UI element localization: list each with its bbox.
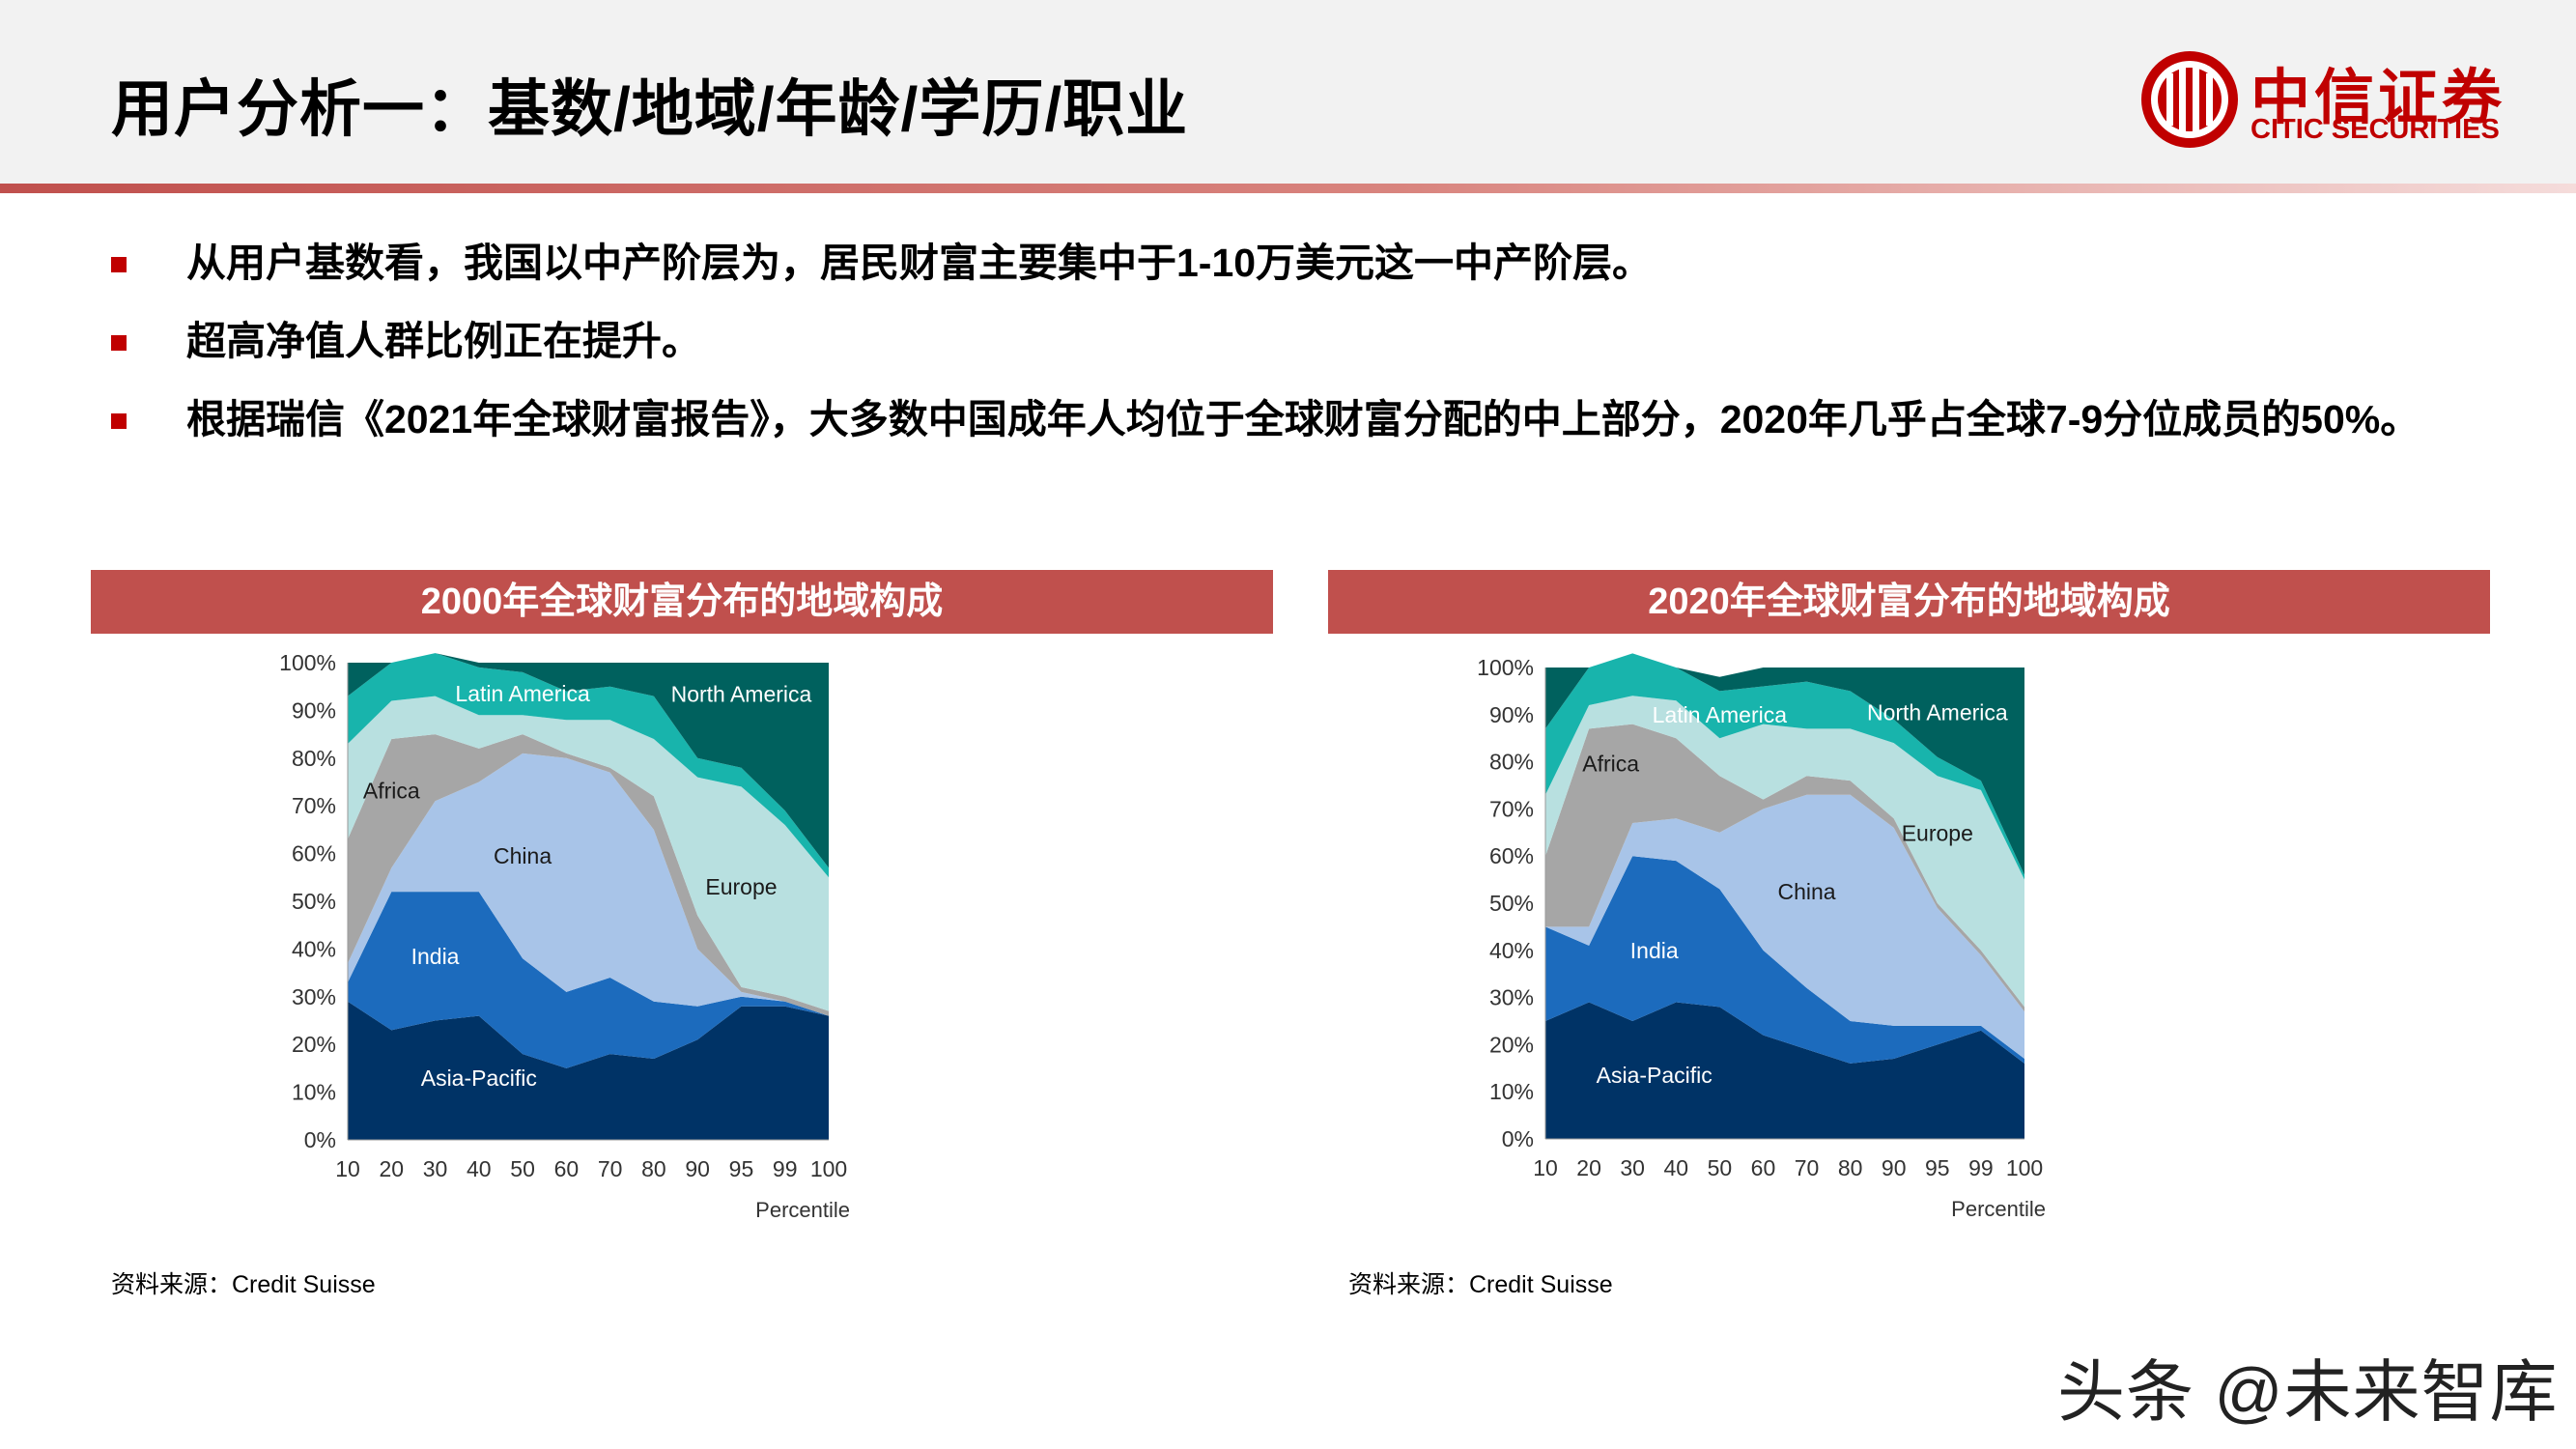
x-tick-label: 40	[467, 1156, 492, 1181]
x-axis-title: Percentile	[1951, 1197, 2046, 1221]
y-tick-label: 40%	[1489, 938, 1534, 963]
y-tick-label: 70%	[1489, 796, 1534, 821]
x-tick-label: 100	[810, 1156, 847, 1181]
y-tick-label: 0%	[1502, 1126, 1534, 1151]
area-asia-pacific	[1545, 1002, 2024, 1139]
header-divider	[0, 184, 2576, 193]
citic-logo-icon	[2141, 51, 2238, 148]
page-title: 用户分析一：基数/地域/年龄/学历/职业	[111, 74, 1189, 144]
x-tick-label: 60	[554, 1156, 580, 1181]
y-tick-label: 10%	[1489, 1079, 1534, 1104]
bullet-item: 根据瑞信《2021年全球财富报告》，大多数中国成年人均位于全球财富分配的中上部分…	[111, 393, 2497, 445]
x-tick-label: 70	[598, 1156, 623, 1181]
y-tick-label: 100%	[279, 650, 336, 675]
area-north-america	[1545, 653, 2024, 875]
x-tick-label: 99	[1968, 1155, 1994, 1180]
x-tick-label: 50	[1708, 1155, 1733, 1180]
x-tick-label: 100	[2006, 1155, 2043, 1180]
x-tick-label: 90	[1882, 1155, 1907, 1180]
y-tick-label: 60%	[1489, 843, 1534, 868]
x-tick-label: 99	[773, 1156, 798, 1181]
y-tick-label: 100%	[1477, 655, 1534, 680]
series-label-africa: Africa	[363, 778, 420, 803]
y-tick-label: 90%	[1489, 702, 1534, 727]
y-tick-label: 10%	[292, 1080, 336, 1105]
bullet-text: 超高净值人群比例正在提升。	[186, 319, 701, 363]
y-tick-label: 50%	[1489, 891, 1534, 916]
bullet-list: 从用户基数看，我国以中产阶层为，居民财富主要集中于1-10万美元这一中产阶层。 …	[111, 237, 2497, 471]
y-tick-label: 30%	[292, 984, 336, 1009]
series-label-latin-america: Latin America	[455, 681, 590, 706]
x-tick-label: 95	[1925, 1155, 1950, 1180]
bullet-item: 从用户基数看，我国以中产阶层为，居民财富主要集中于1-10万美元这一中产阶层。	[111, 237, 2497, 289]
series-label-latin-america: Latin America	[1653, 702, 1788, 727]
y-tick-label: 20%	[1489, 1032, 1534, 1057]
area-india	[1545, 856, 2024, 1064]
series-label-asia-pacific: Asia-Pacific	[1597, 1063, 1713, 1088]
area-china	[1545, 794, 2024, 1059]
area-north-america	[348, 653, 829, 868]
x-tick-label: 30	[423, 1156, 448, 1181]
y-tick-label: 70%	[292, 793, 336, 818]
x-tick-label: 10	[1533, 1155, 1558, 1180]
series-label-china: China	[1777, 879, 1835, 904]
x-tick-label: 70	[1795, 1155, 1820, 1180]
x-axis-title: Percentile	[755, 1198, 850, 1222]
x-tick-label: 60	[1751, 1155, 1776, 1180]
x-tick-label: 80	[1838, 1155, 1863, 1180]
y-tick-label: 50%	[292, 889, 336, 914]
y-tick-label: 0%	[304, 1127, 336, 1152]
series-label-africa: Africa	[1582, 751, 1639, 776]
x-tick-label: 50	[510, 1156, 535, 1181]
x-tick-label: 20	[1576, 1155, 1601, 1180]
area-asia-pacific	[348, 1001, 829, 1140]
chart-2000-title: 2000年全球财富分布的地域构成	[91, 570, 1273, 634]
y-tick-label: 80%	[1489, 750, 1534, 775]
area-latin-america	[348, 653, 829, 878]
logo-name: 中信证券	[2250, 65, 2506, 131]
watermark: 头条 @未来智库	[2057, 1354, 2559, 1430]
area-india	[348, 892, 829, 1068]
x-tick-label: 40	[1663, 1155, 1688, 1180]
area-africa	[348, 734, 829, 1016]
y-tick-label: 30%	[1489, 985, 1534, 1010]
x-tick-label: 30	[1620, 1155, 1645, 1180]
series-label-europe: Europe	[1902, 821, 1973, 846]
logo-en: CITIC SECURITIES	[2250, 114, 2500, 145]
area-africa	[1545, 724, 2024, 1012]
y-tick-label: 90%	[292, 697, 336, 723]
bullet-square-icon	[111, 257, 127, 272]
source-note-2020: 资料来源：Credit Suisse	[1348, 1271, 1613, 1298]
bullet-item: 超高净值人群比例正在提升。	[111, 315, 2497, 367]
series-label-north-america: North America	[1867, 699, 2008, 724]
area-europe	[1545, 696, 2024, 1008]
series-label-asia-pacific: Asia-Pacific	[421, 1065, 537, 1091]
series-label-china: China	[494, 843, 552, 868]
series-label-europe: Europe	[705, 874, 777, 899]
x-tick-label: 95	[729, 1156, 754, 1181]
chart-2000: 0% 10% 20% 30% 40% 50% 60% 70% 80% 90% 100% 10 20 30 4…	[279, 650, 850, 1222]
x-tick-label: 10	[335, 1156, 360, 1181]
bullet-square-icon	[111, 413, 127, 429]
series-label-india: India	[411, 944, 460, 969]
bullet-text: 从用户基数看，我国以中产阶层为，居民财富主要集中于1-10万美元这一中产阶层。	[186, 241, 1653, 285]
x-tick-label: 80	[641, 1156, 666, 1181]
y-tick-label: 80%	[292, 746, 336, 771]
x-tick-label: 20	[379, 1156, 404, 1181]
area-europe	[348, 696, 829, 1011]
chart-2020: 0% 10% 20% 30% 40% 50% 60% 70% 80% 90% 100% 10 20 30 4…	[1477, 653, 2046, 1221]
area-china	[348, 753, 829, 1016]
chart-2020-title: 2020年全球财富分布的地域构成	[1328, 570, 2490, 634]
series-label-north-america: North America	[671, 682, 812, 707]
y-tick-label: 40%	[292, 936, 336, 961]
series-label-india: India	[1630, 938, 1679, 963]
x-tick-label: 90	[685, 1156, 710, 1181]
bullet-square-icon	[111, 335, 127, 351]
y-tick-label: 20%	[292, 1032, 336, 1057]
source-note-2000: 资料来源：Credit Suisse	[111, 1271, 376, 1298]
y-tick-label: 60%	[292, 841, 336, 867]
bullet-text: 根据瑞信《2021年全球财富报告》，大多数中国成年人均位于全球财富分配的中上部分…	[186, 397, 2420, 441]
area-latin-america	[1545, 653, 2024, 880]
